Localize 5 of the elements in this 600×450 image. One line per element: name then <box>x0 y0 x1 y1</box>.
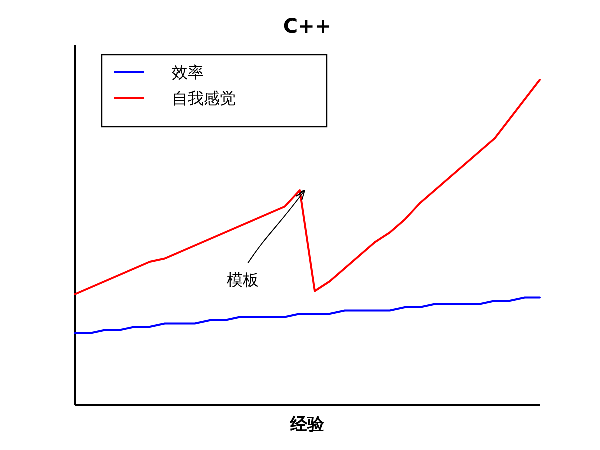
chart-title: C++ <box>283 14 332 38</box>
annotation: 模板 <box>227 270 259 290</box>
legend-label: 自我感觉 <box>172 89 236 108</box>
legend-label: 效率 <box>172 63 204 82</box>
x-axis-title: 经验 <box>290 415 326 435</box>
